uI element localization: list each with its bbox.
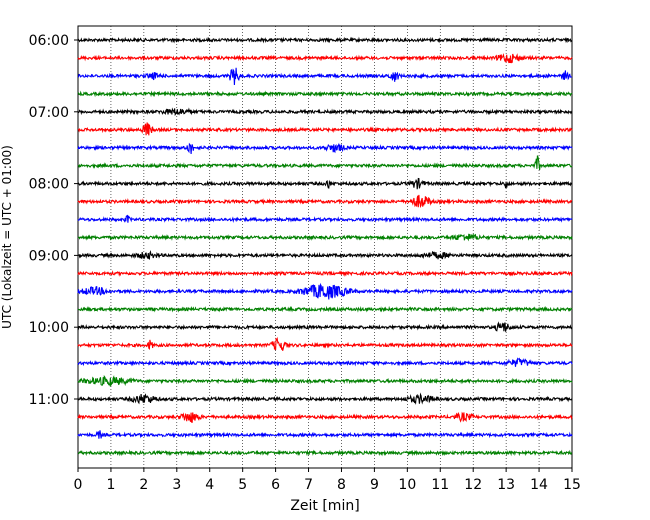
x-tick-label: 8 [337,477,346,493]
x-axis-ticks: 0 1 2 3 4 5 6 7 8 9 10 11 12 13 14 15 [74,468,581,493]
y-tick-label: 08:00 [29,177,69,193]
trace-line [77,321,573,332]
plot-frame [77,25,573,469]
x-tick-label: 2 [139,477,148,493]
y-tick-label: 10:00 [29,320,69,336]
trace-line [77,214,573,223]
x-tick-label: 10 [398,477,416,493]
trace-line [77,194,573,209]
x-tick-label: 3 [172,477,181,493]
x-tick-label: 13 [497,477,515,493]
y-tick-label: 07:00 [29,105,69,121]
trace-line [77,67,573,86]
trace-line [77,305,573,313]
x-tick-label: 12 [464,477,482,493]
trace-line [77,336,573,351]
trace-line [77,449,573,457]
trace-line [77,411,573,423]
x-tick-label: 5 [238,477,247,493]
trace-line [77,392,573,405]
x-tick-label: 0 [74,477,83,493]
trace-line [77,374,573,387]
trace-line [77,357,573,367]
y-tick-label: 11:00 [29,392,69,408]
x-tick-label: 15 [563,477,581,493]
y-axis-ticks: 06:00 07:00 08:00 09:00 10:00 11:00 [29,33,78,408]
trace-line [77,155,573,170]
x-tick-label: 6 [271,477,280,493]
trace-line [77,270,573,277]
trace-line [77,53,573,64]
trace-line [77,282,573,300]
trace-line [77,90,573,98]
y-tick-label: 09:00 [29,248,69,264]
trace-line [77,107,573,117]
trace-lines [77,36,573,457]
x-tick-label: 14 [530,477,548,493]
x-tick-label: 9 [370,477,379,493]
trace-line [77,177,573,190]
x-axis-label: Zeit [min] [290,498,359,514]
y-axis-label: UTC (Lokalzeit = UTC + 01:00) [0,145,14,329]
trace-line [77,430,573,439]
trace-line [77,122,573,136]
x-tick-label: 11 [431,477,449,493]
x-tick-label: 1 [106,477,115,493]
x-tick-label: 4 [205,477,214,493]
trace-line [77,142,573,154]
x-tick-label: 7 [304,477,313,493]
trace-line [77,36,573,44]
trace-line [77,232,573,242]
trace-line [77,249,573,260]
y-tick-label: 06:00 [29,33,69,49]
